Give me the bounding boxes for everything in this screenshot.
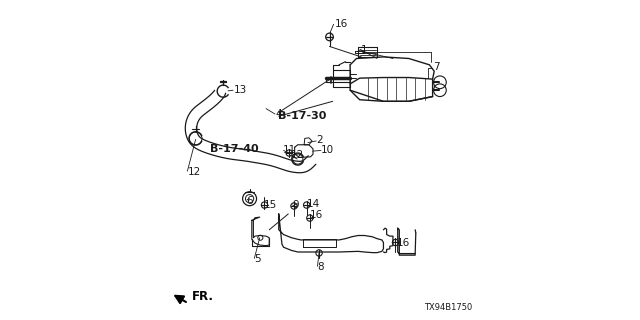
Text: FR.: FR. — [192, 290, 214, 303]
Text: 10: 10 — [321, 146, 334, 156]
Text: 16: 16 — [310, 210, 323, 220]
Text: 1: 1 — [361, 44, 368, 55]
Text: 2: 2 — [316, 135, 323, 145]
Text: 14: 14 — [307, 199, 321, 209]
Text: 7: 7 — [433, 62, 440, 72]
Text: 9: 9 — [292, 200, 299, 210]
Text: 15: 15 — [264, 200, 276, 210]
Text: 4: 4 — [276, 109, 282, 119]
Text: 12: 12 — [291, 150, 304, 160]
Text: 12: 12 — [188, 167, 201, 177]
Text: 16: 16 — [397, 238, 410, 248]
Text: TX94B1750: TX94B1750 — [424, 303, 472, 312]
Text: 11: 11 — [284, 146, 296, 156]
Text: B-17-30: B-17-30 — [278, 111, 326, 121]
Text: 6: 6 — [246, 196, 253, 206]
Text: 16: 16 — [335, 19, 348, 28]
Text: 13: 13 — [234, 85, 247, 95]
Text: B-17-40: B-17-40 — [210, 144, 258, 154]
Text: 8: 8 — [317, 262, 323, 272]
Text: 5: 5 — [254, 254, 260, 264]
